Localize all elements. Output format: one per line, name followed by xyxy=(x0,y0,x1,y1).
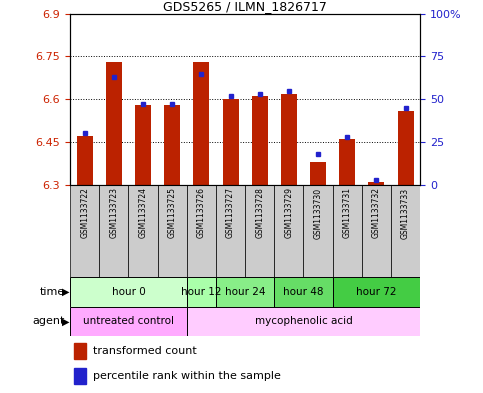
Bar xyxy=(223,99,239,185)
Text: GSM1133724: GSM1133724 xyxy=(139,187,147,239)
Bar xyxy=(274,185,303,277)
Bar xyxy=(187,307,420,336)
Bar xyxy=(281,94,297,185)
Text: GSM1133726: GSM1133726 xyxy=(197,187,206,239)
Bar xyxy=(187,185,216,277)
Text: GSM1133725: GSM1133725 xyxy=(168,187,177,239)
Bar xyxy=(187,277,216,307)
Bar xyxy=(245,185,274,277)
Text: GSM1133732: GSM1133732 xyxy=(372,187,381,239)
Bar xyxy=(70,307,187,336)
Bar xyxy=(333,185,362,277)
Text: GSM1133727: GSM1133727 xyxy=(226,187,235,239)
Text: hour 24: hour 24 xyxy=(225,287,265,297)
Text: GSM1133728: GSM1133728 xyxy=(255,187,264,239)
Text: ▶: ▶ xyxy=(62,316,70,326)
Text: ▶: ▶ xyxy=(62,287,70,297)
Bar xyxy=(391,185,420,277)
Bar xyxy=(70,277,187,307)
Text: GSM1133729: GSM1133729 xyxy=(284,187,293,239)
Text: GSM1133730: GSM1133730 xyxy=(313,187,323,239)
Bar xyxy=(70,185,99,277)
Text: GSM1133731: GSM1133731 xyxy=(343,187,352,239)
Text: agent: agent xyxy=(33,316,65,326)
Text: GSM1133733: GSM1133733 xyxy=(401,187,410,239)
Bar xyxy=(157,185,187,277)
Text: hour 48: hour 48 xyxy=(283,287,324,297)
Bar xyxy=(252,96,268,185)
Text: hour 72: hour 72 xyxy=(356,287,397,297)
Bar xyxy=(333,277,420,307)
Title: GDS5265 / ILMN_1826717: GDS5265 / ILMN_1826717 xyxy=(163,0,327,13)
Text: GSM1133723: GSM1133723 xyxy=(109,187,118,239)
Text: transformed count: transformed count xyxy=(93,346,197,356)
Bar xyxy=(216,185,245,277)
Text: time: time xyxy=(40,287,65,297)
Bar xyxy=(216,277,274,307)
Text: GSM1133722: GSM1133722 xyxy=(80,187,89,239)
Bar xyxy=(339,139,355,185)
Bar xyxy=(362,185,391,277)
Bar xyxy=(303,185,333,277)
Bar xyxy=(274,277,333,307)
Text: hour 12: hour 12 xyxy=(181,287,222,297)
Bar xyxy=(135,105,151,185)
Bar xyxy=(73,343,86,360)
Bar xyxy=(99,185,128,277)
Text: mycophenolic acid: mycophenolic acid xyxy=(255,316,353,326)
Bar xyxy=(369,182,384,185)
Text: untreated control: untreated control xyxy=(83,316,174,326)
Bar xyxy=(398,111,413,185)
Text: hour 0: hour 0 xyxy=(112,287,145,297)
Bar xyxy=(77,136,93,185)
Bar xyxy=(128,185,157,277)
Bar xyxy=(193,62,209,185)
Bar xyxy=(310,162,326,185)
Bar xyxy=(164,105,180,185)
Bar xyxy=(73,367,86,384)
Text: percentile rank within the sample: percentile rank within the sample xyxy=(93,371,281,381)
Bar xyxy=(106,62,122,185)
